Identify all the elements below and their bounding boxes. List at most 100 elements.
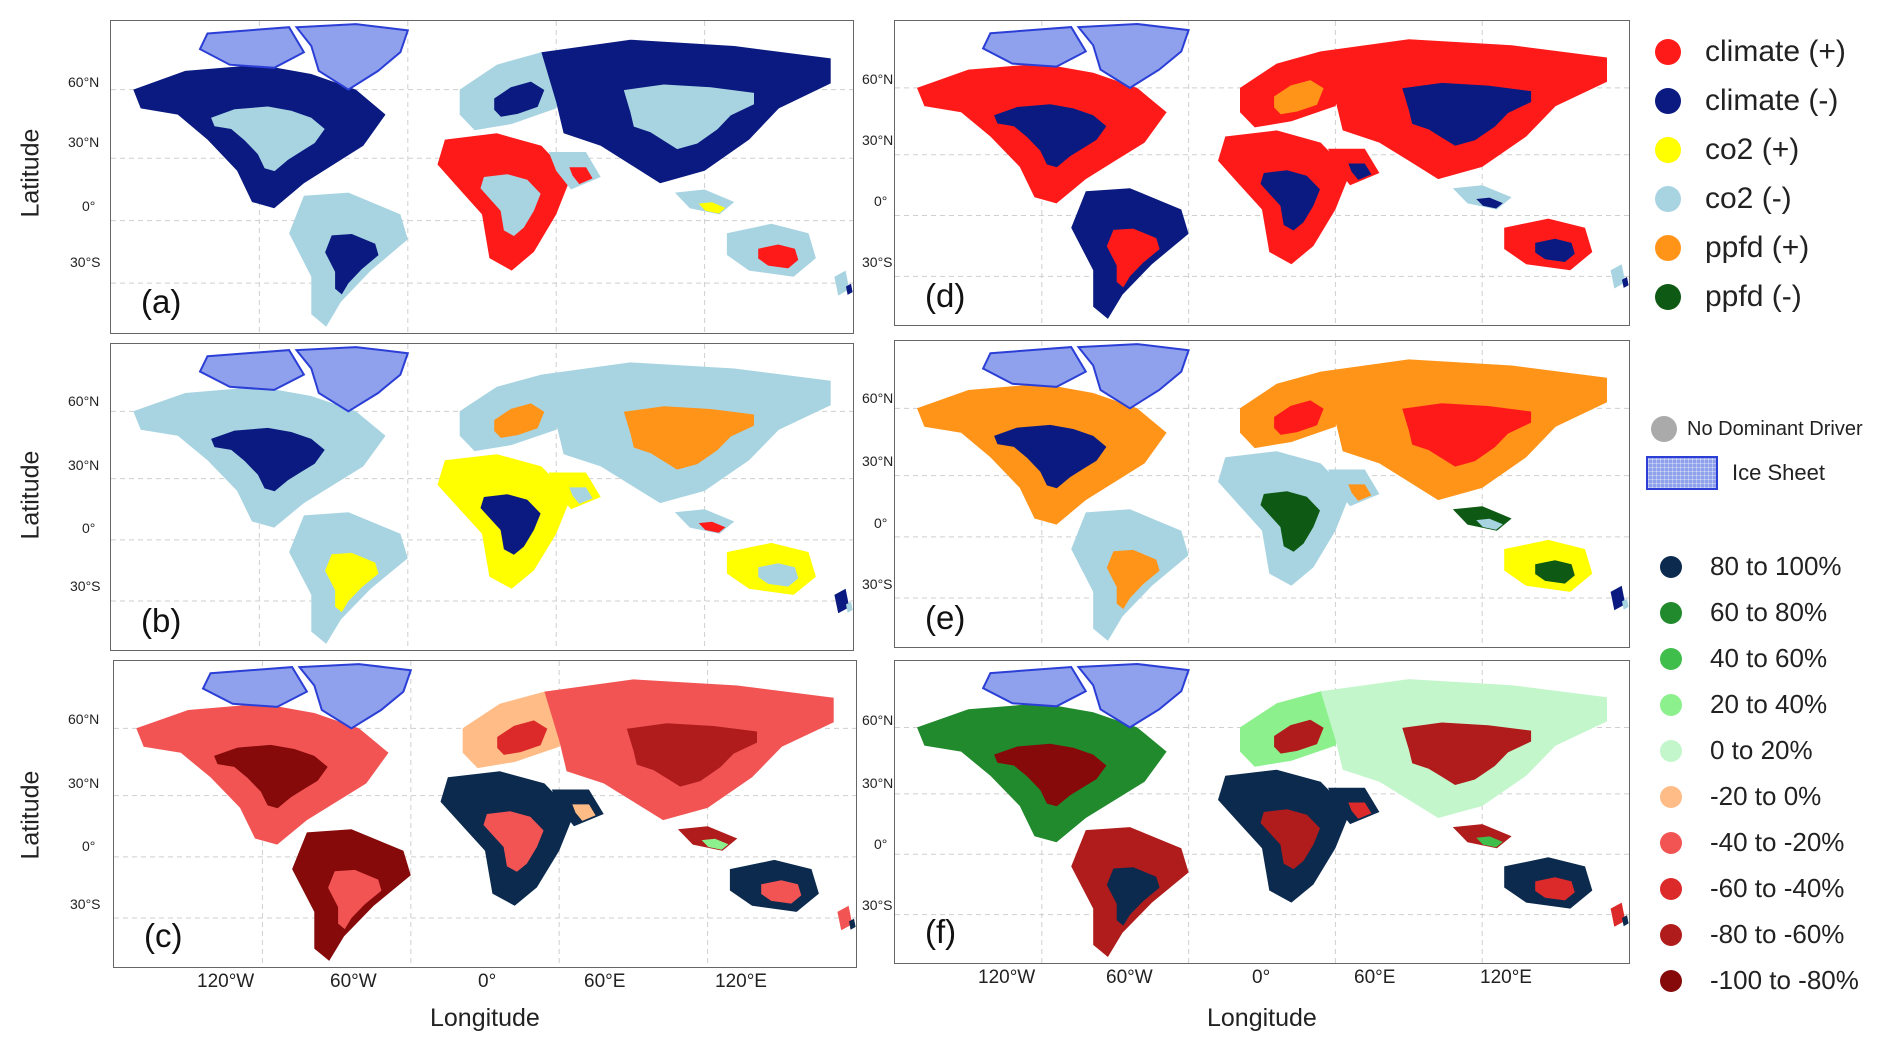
legend-item-co2-neg: co2 (-) — [1655, 182, 1792, 216]
legend-label: No Dominant Driver — [1687, 417, 1863, 440]
panel-label-d: (d) — [925, 277, 966, 314]
land-subregion-africa — [1260, 170, 1320, 231]
legend-label: 60 to 80% — [1710, 597, 1828, 627]
lon-tick: 120°W — [978, 967, 1036, 988]
land-region-nz — [1610, 585, 1626, 611]
land-subregion-australia — [761, 880, 802, 904]
x-axis-title-left: Longitude — [430, 1004, 540, 1032]
land-region-seasia — [1452, 824, 1512, 849]
lat-tick: 60°N — [68, 74, 100, 90]
land-subregion-namerica — [211, 106, 325, 172]
map-panel-d: (d) — [894, 20, 1630, 326]
lat-tick: 0° — [82, 520, 96, 536]
legend-label: 20 to 40% — [1710, 689, 1828, 719]
ice-sheet-region — [294, 346, 410, 413]
land-subregion-arabia — [1348, 163, 1372, 180]
land-subregion-arabia — [569, 487, 593, 504]
legend-dot — [1660, 647, 1682, 670]
legend-dot — [1660, 877, 1682, 900]
lon-tick: 0° — [478, 971, 497, 992]
land-region-seasia — [674, 509, 735, 534]
panel-label-e: (e) — [925, 599, 966, 636]
legend-label: climate (+) — [1705, 35, 1846, 68]
lat-tick: 0° — [874, 193, 888, 209]
map-e-svg — [895, 341, 1629, 647]
lon-tick: 120°E — [1480, 967, 1532, 988]
legend-label: 0 to 20% — [1710, 735, 1813, 765]
legend-label: co2 (-) — [1705, 182, 1792, 215]
land-region-seasia — [1452, 506, 1512, 531]
lat-tick: 60°N — [862, 390, 894, 406]
lon-tick: 60°E — [584, 971, 626, 992]
land-region-nz — [1610, 902, 1626, 927]
legend-item-pct-4: 0 to 20% — [1660, 735, 1813, 766]
legend-label: 40 to 60% — [1710, 643, 1828, 673]
legend-dot — [1660, 923, 1682, 946]
legend-dot — [1660, 555, 1682, 578]
y-axis-title-b: Latitude — [16, 450, 45, 540]
land-region-seasia — [677, 826, 738, 851]
legend-item-pct-3: 20 to 40% — [1660, 689, 1827, 720]
lon-tick: 0° — [1252, 967, 1271, 988]
land-subregion-europe — [1274, 80, 1324, 115]
land-subregion-africa — [1260, 809, 1320, 870]
land-subregion-nz — [846, 283, 853, 295]
lat-tick: 30°N — [862, 453, 894, 469]
land-region-nz — [834, 270, 850, 296]
lat-tick: 60°N — [68, 393, 100, 409]
ice-sheet-region — [201, 666, 309, 708]
map-c-svg — [114, 661, 856, 967]
land-subregion-samerica — [1106, 228, 1160, 288]
land-subregion-arabia — [1348, 484, 1372, 501]
legend-dot — [1655, 39, 1681, 65]
land-subregion-nz — [1622, 277, 1629, 288]
lat-tick: 60°N — [862, 712, 894, 728]
legend-dot-gray — [1651, 416, 1677, 442]
lat-tick: 0° — [874, 836, 888, 852]
panel-label-b: (b) — [141, 602, 182, 639]
panel-label-c: (c) — [144, 917, 183, 954]
land-subregion-samerica — [325, 552, 379, 613]
land-subregion-seasia — [701, 838, 729, 850]
legend-item-pct-1: 60 to 80% — [1660, 597, 1827, 628]
legend-dot — [1660, 785, 1682, 808]
lon-tick: 120°W — [197, 971, 255, 992]
land-region-seasia — [1452, 185, 1512, 210]
land-subregion-asia — [1402, 722, 1532, 785]
legend-label: ppfd (-) — [1705, 280, 1802, 313]
land-subregion-africa — [1260, 491, 1320, 552]
map-panel-a: (a) — [110, 20, 854, 334]
legend-label: co2 (+) — [1705, 133, 1800, 166]
land-subregion-europe — [494, 403, 545, 438]
map-panel-f: (f) — [894, 660, 1630, 964]
ice-sheet-region — [981, 346, 1088, 388]
lat-tick: 30°N — [68, 775, 100, 791]
ice-sheet-region — [294, 23, 410, 91]
y-axis-title-a: Latitude — [16, 128, 45, 218]
legend-dot — [1655, 235, 1681, 261]
legend-item-climate-pos: climate (+) — [1655, 35, 1846, 69]
legend-item-climate-neg: climate (-) — [1655, 84, 1838, 118]
legend-dot — [1660, 693, 1682, 716]
lon-tick: 60°W — [1106, 967, 1153, 988]
land-subregion-asia — [623, 406, 754, 470]
ice-sheet-region — [198, 26, 306, 69]
lat-tick: 30°N — [68, 457, 100, 473]
land-subregion-samerica — [325, 234, 379, 295]
lat-tick: 30°S — [70, 578, 101, 594]
map-f-svg — [895, 661, 1629, 963]
legend-dot — [1660, 739, 1682, 762]
lat-tick: 30°N — [862, 132, 894, 148]
legend-dot — [1655, 186, 1681, 212]
ice-sheet-swatch — [1646, 456, 1718, 490]
lat-tick: 0° — [82, 198, 96, 214]
legend-label: Ice Sheet — [1732, 460, 1825, 485]
land-subregion-australia — [758, 244, 799, 269]
map-d-svg — [895, 21, 1629, 325]
land-subregion-nz — [1622, 598, 1629, 610]
land-region-nz — [1610, 264, 1626, 289]
land-subregion-seasia — [1476, 836, 1503, 848]
ice-sheet-region — [981, 26, 1088, 68]
land-subregion-europe — [1274, 400, 1324, 435]
lat-tick: 30°S — [862, 576, 893, 592]
